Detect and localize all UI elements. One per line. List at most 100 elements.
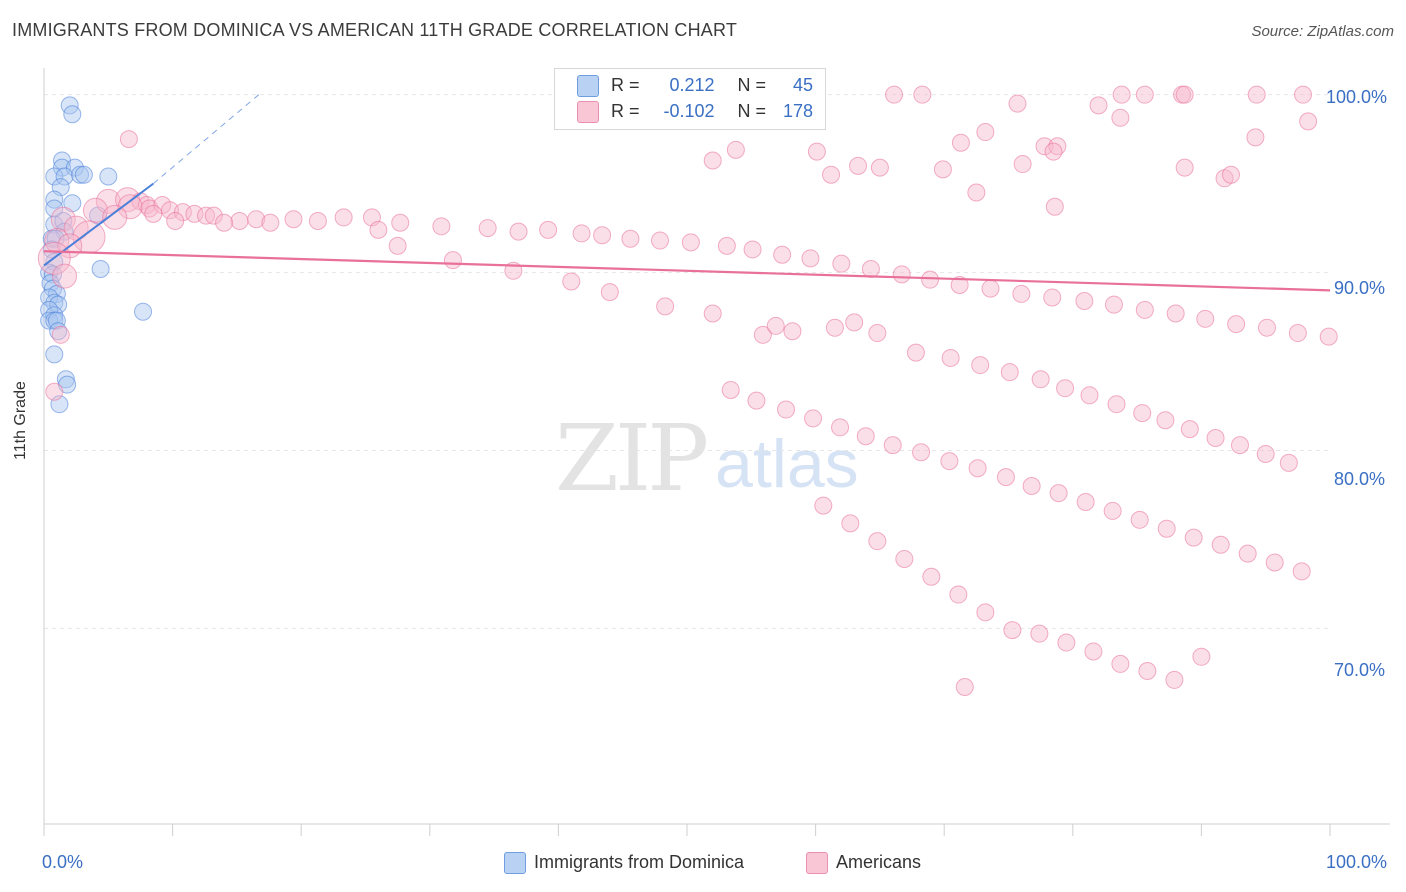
americans-point [1043,288,1062,307]
americans-point [509,222,528,241]
americans-point [117,194,143,220]
americans-point [933,160,952,179]
americans-point [1035,137,1054,156]
americans-point [1111,654,1130,673]
americans-point [726,140,745,159]
americans-point [1080,386,1099,405]
americans-point [773,245,792,264]
americans-point [1031,370,1050,389]
americans-point [1135,85,1154,104]
americans-point [1089,96,1108,115]
americans-point [45,382,64,401]
americans-point [391,213,410,232]
americans-point [703,151,722,170]
americans-point [185,204,204,223]
americans-point [230,211,249,230]
y-axis-title: 11th Grade [12,381,29,460]
r-value: 0.212 [669,75,715,95]
americans-point [247,210,266,229]
dominica-point [40,311,59,330]
americans-point [783,322,802,341]
americans-point [51,325,70,344]
americans-point [913,85,932,104]
americans-point [1196,309,1215,328]
americans-point [883,436,902,455]
americans-point [1246,128,1265,147]
americans-point [215,213,234,232]
americans-point [921,270,940,289]
americans-point [1104,295,1123,314]
americans-point [1130,510,1149,529]
americans-point [976,123,995,142]
pink-swatch [577,101,599,124]
americans-point [562,272,581,291]
americans-point [1030,624,1049,643]
dominica-point [134,302,153,321]
americans-point [1175,85,1194,104]
n-value: 45 [793,75,814,95]
watermark-zip: ZIP [555,405,709,512]
americans-point [976,603,995,622]
americans-point [822,165,841,184]
americans-point [941,348,960,367]
americans-point [443,251,462,270]
dominica-trend-extension [152,94,260,185]
americans-point [650,231,669,250]
americans-point [308,211,327,230]
legend-item-americans[interactable]: Americans [806,852,922,875]
americans-point [906,343,925,362]
americans-point [119,130,138,149]
americans-point [1211,535,1230,554]
americans-point [1247,85,1266,104]
y-tick-label-90: 90.0% [1334,278,1386,298]
blue-swatch [504,852,526,875]
americans-point [1049,484,1068,503]
legend-label: Americans [836,852,922,872]
americans-point [1184,528,1203,547]
americans-point [1192,647,1211,666]
americans-point [1056,379,1075,398]
americans-point [1084,642,1103,661]
americans-point [856,427,875,446]
americans-point [102,204,128,230]
americans-point [50,206,76,232]
americans-point [1166,304,1185,323]
americans-point [1238,544,1257,563]
americans-point [950,276,969,295]
dominica-point [99,167,118,186]
americans-point [621,229,640,248]
x-tick-label-min: 0.0% [42,852,84,872]
americans-point [1293,85,1312,104]
dominica-point [40,288,59,307]
legend-item-dominica[interactable]: Immigrants from Dominica [504,852,744,875]
dominica-point [45,199,64,218]
americans-point [1265,553,1284,572]
y-tick-label-70: 70.0% [1334,660,1386,680]
americans-point [753,325,772,344]
americans-point [1022,477,1041,496]
americans-point [825,318,844,337]
americans-point [261,213,280,232]
americans-point [166,211,185,230]
r-label: R = [611,75,640,95]
americans-point [892,265,911,284]
americans-point [1000,363,1019,382]
americans-point [832,254,851,273]
americans-point [868,532,887,551]
y-tick-label-80: 80.0% [1334,469,1386,489]
americans-point [967,183,986,202]
americans-point [861,260,880,279]
americans-point [1057,633,1076,652]
n-value: 178 [783,101,814,121]
americans-point [1180,420,1199,439]
americans-point [539,220,558,239]
americans-point [1157,519,1176,538]
americans-point [1044,142,1063,161]
americans-point [703,304,722,323]
americans-point [334,208,353,227]
americans-point [801,249,820,268]
americans-point [1107,395,1126,414]
americans-point [1227,315,1246,334]
americans-point [968,459,987,478]
dominica-point [74,165,93,184]
